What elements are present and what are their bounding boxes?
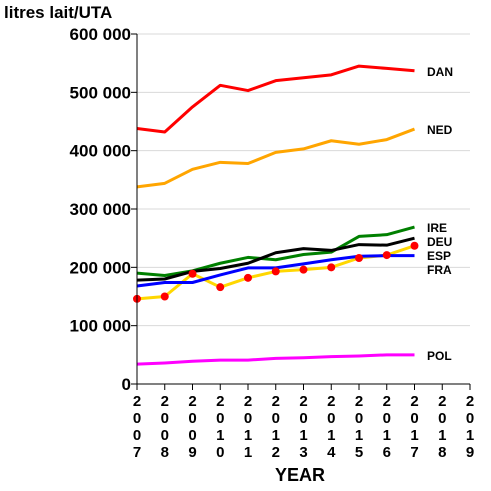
y-tick-label: 600 000 xyxy=(70,25,131,44)
series-label-ned: NED xyxy=(427,123,453,137)
series-label-dan: DAN xyxy=(427,65,453,79)
data-point-esp xyxy=(299,265,308,274)
series-line-deu xyxy=(136,236,415,282)
x-axis-title: YEAR xyxy=(275,465,325,485)
data-point-esp xyxy=(410,241,419,250)
data-point-esp xyxy=(160,292,169,301)
series-label-ire: IRE xyxy=(427,221,447,235)
y-axis-title: litres lait/UTA xyxy=(4,3,112,22)
y-tick-label: 0 xyxy=(122,375,131,394)
data-series xyxy=(136,64,416,366)
series-line-dan xyxy=(136,64,415,134)
data-point-esp xyxy=(355,254,363,262)
series-label-fra: FRA xyxy=(427,263,452,277)
series-label-deu: DEU xyxy=(427,235,452,249)
data-point-esp xyxy=(216,283,225,292)
y-tick-label: 200 000 xyxy=(70,258,131,277)
y-tick-label: 500 000 xyxy=(70,83,131,102)
y-tick-label: 100 000 xyxy=(70,317,131,336)
y-tick-label: 400 000 xyxy=(70,142,131,161)
y-axis-ticks: 0 100 000 200 000 300 000 400 000 500 000 600 … xyxy=(70,25,137,394)
data-point-esp xyxy=(382,251,391,260)
series-label-pol: POL xyxy=(427,349,452,363)
series-line-pol xyxy=(136,353,415,366)
series-line-ned xyxy=(136,127,416,189)
data-point-esp xyxy=(327,263,336,272)
series-label-esp: ESP xyxy=(427,249,451,263)
data-point-esp xyxy=(188,269,197,278)
y-tick-label: 300 000 xyxy=(70,200,131,219)
data-point-esp xyxy=(244,273,252,282)
x-axis-ticks: 2 0 0 7 2 0 0 8 2 0 0 9 2 0 1 0 2 0 1 1 2 0 1 2 2 0 1 3 2 0 1 4 2 0 1 5 2 0 1 6… xyxy=(133,384,474,461)
gridlines xyxy=(137,33,470,327)
data-point-esp xyxy=(271,267,280,276)
series-line-ire xyxy=(136,225,415,277)
